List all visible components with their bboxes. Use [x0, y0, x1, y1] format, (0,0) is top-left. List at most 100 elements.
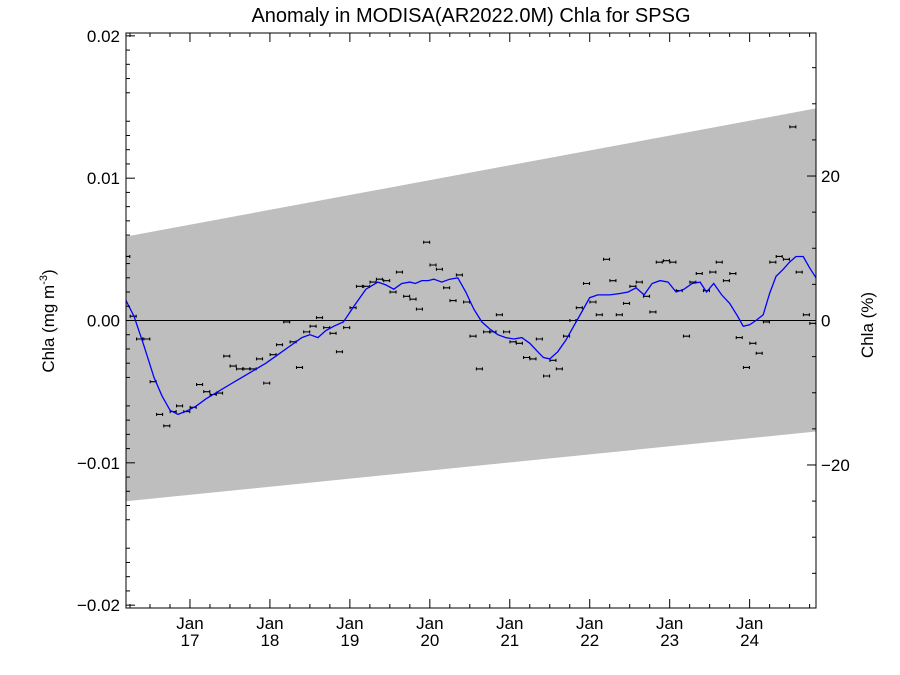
data-point [782, 257, 790, 261]
y-axis-label-left: Chla (mg m-3) [38, 269, 58, 372]
y-tick-label-left: −0.02 [77, 596, 120, 615]
x-tick-label-month: Jan [736, 614, 763, 633]
data-point [263, 381, 271, 385]
data-point [203, 390, 211, 394]
data-point [802, 313, 810, 317]
data-point [709, 270, 717, 274]
data-point [669, 260, 677, 264]
data-point [789, 125, 797, 129]
data-point [343, 326, 351, 330]
scatter-series [126, 125, 816, 428]
data-point [722, 279, 731, 283]
data-point [649, 310, 657, 314]
data-point [315, 316, 324, 320]
data-point [443, 286, 451, 290]
data-point [475, 367, 483, 371]
data-point [126, 254, 131, 258]
data-point [555, 367, 563, 371]
data-point [415, 307, 423, 311]
data-point [449, 299, 457, 303]
data-point [429, 263, 437, 267]
data-point [503, 330, 511, 334]
data-point [223, 354, 231, 358]
data-point [129, 314, 137, 318]
data-point [595, 313, 603, 317]
data-point [163, 424, 171, 428]
data-point [255, 357, 264, 361]
data-point [409, 297, 417, 301]
data-point [735, 336, 743, 340]
y-tick-label-left: 0.01 [87, 169, 120, 188]
y-tick-label-right: 20 [821, 167, 840, 186]
data-point [196, 383, 204, 387]
data-point [615, 313, 623, 317]
x-tick-label-month: Jan [416, 614, 443, 633]
data-point [395, 270, 403, 274]
data-point [435, 267, 443, 271]
x-tick-label-month: Jan [496, 614, 523, 633]
smoothed-line [126, 255, 816, 416]
data-point [455, 273, 463, 277]
y-tick-label-right: 0 [821, 312, 830, 331]
data-point [303, 330, 311, 334]
x-tick-label-month: Jan [336, 614, 363, 633]
data-point [329, 331, 337, 335]
data-point [769, 260, 777, 264]
plot-area: 0.020.010.00−0.01−0.02200−20Jan17Jan18Ja… [77, 27, 850, 650]
data-point [335, 350, 344, 354]
x-tick-label-year: 20 [420, 631, 439, 650]
data-point [283, 320, 291, 324]
data-point [749, 341, 757, 345]
data-point [589, 300, 597, 304]
x-tick-label-year: 21 [500, 631, 519, 650]
y-axis-label-right: Chla (%) [858, 292, 877, 358]
data-point [529, 357, 537, 361]
data-point [575, 306, 583, 310]
data-point [635, 280, 643, 284]
data-point [655, 260, 663, 264]
y-tick-label-right: −20 [821, 456, 850, 475]
data-point [383, 279, 391, 283]
data-point [755, 351, 763, 355]
data-point [295, 365, 304, 369]
data-point [309, 324, 317, 328]
data-point [389, 290, 397, 294]
x-tick-label-year: 19 [340, 631, 359, 650]
data-point [682, 334, 691, 338]
x-tick-label-year: 23 [660, 631, 679, 650]
data-point [156, 412, 164, 416]
y-tick-label-left: 0.02 [87, 27, 120, 46]
x-tick-label-month: Jan [176, 614, 203, 633]
y-tick-label-left: 0.00 [87, 312, 120, 331]
data-point [695, 272, 703, 276]
data-point [143, 337, 151, 341]
data-point [715, 260, 723, 264]
data-point [403, 294, 411, 298]
x-tick-label-year: 17 [181, 631, 200, 650]
x-tick-label-year: 24 [740, 631, 759, 650]
data-point [235, 367, 244, 371]
x-tick-label-month: Jan [656, 614, 683, 633]
x-tick-label-year: 18 [260, 631, 279, 650]
data-point [275, 343, 284, 347]
data-point [176, 404, 184, 408]
data-point [229, 364, 237, 368]
data-point [742, 365, 750, 369]
data-point [795, 270, 803, 274]
data-point [775, 254, 783, 258]
data-point [355, 284, 364, 288]
data-point [602, 257, 611, 261]
x-tick-label-month: Jan [576, 614, 603, 633]
data-point [582, 281, 591, 285]
chart-title: Anomaly in MODISA(AR2022.0M) Chla for SP… [251, 5, 690, 27]
data-point [375, 277, 384, 281]
uncertainty-band [126, 108, 816, 502]
data-point [622, 301, 631, 305]
data-point [762, 320, 770, 324]
data-point [515, 341, 523, 345]
x-tick-label-year: 22 [580, 631, 599, 650]
x-tick-label-month: Jan [256, 614, 283, 633]
data-point [469, 334, 477, 338]
data-point [642, 294, 651, 298]
